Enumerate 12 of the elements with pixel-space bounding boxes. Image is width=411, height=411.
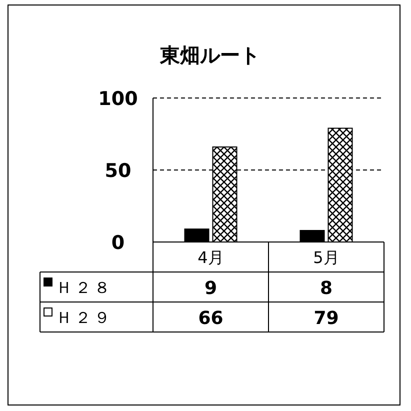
y-tick-label: 100	[98, 88, 138, 110]
x-tick-label: 4月	[198, 248, 224, 267]
chart-title: 東畑ルート	[159, 43, 260, 67]
x-tick-label: 5月	[313, 248, 340, 267]
y-tick-label: 50	[104, 160, 132, 182]
data-label: 79	[314, 308, 339, 329]
data-label: 9	[204, 278, 218, 299]
data-label: 66	[198, 308, 224, 329]
legend-label: Ｈ２９	[56, 308, 113, 327]
data-label: 8	[320, 278, 333, 299]
y-tick-label: 0	[111, 232, 125, 254]
legend-label: Ｈ２８	[56, 278, 113, 297]
